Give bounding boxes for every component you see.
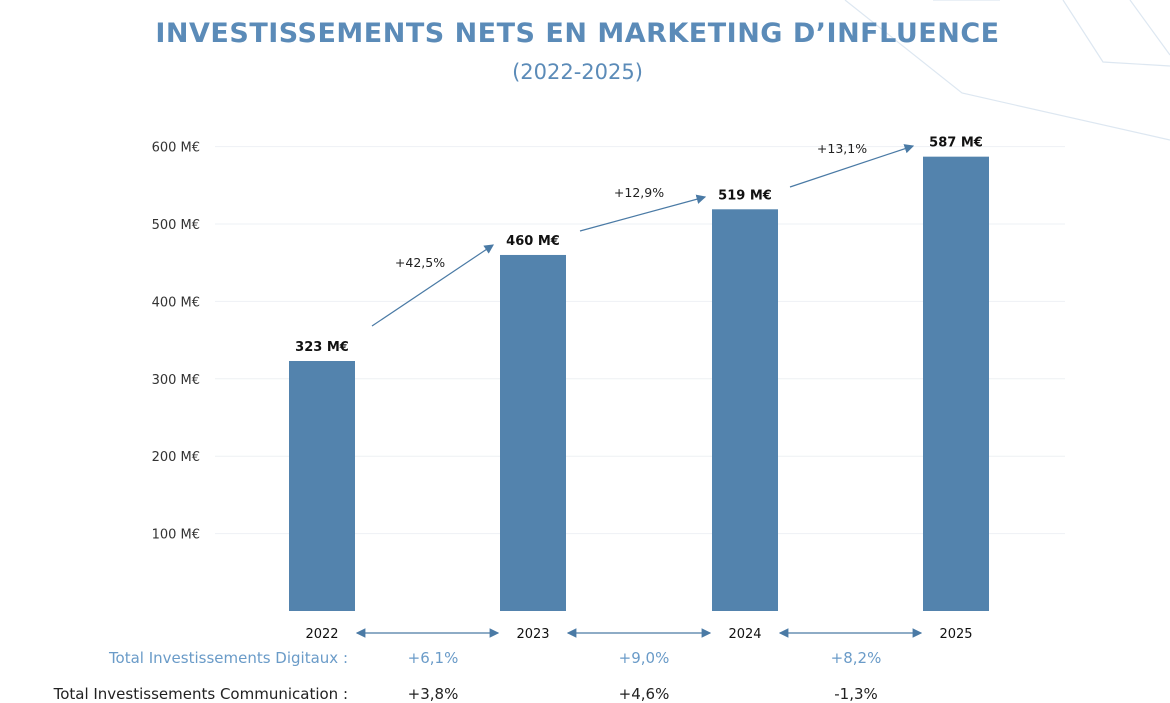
y-tick-label: 200 M€	[152, 450, 200, 465]
chart-subtitle: (2022-2025)	[512, 60, 643, 84]
communication-value: +3,8%	[407, 685, 459, 703]
x-tick-label: 2023	[516, 627, 549, 642]
data-label: 460 M€	[506, 234, 560, 249]
x-tick-label: 2024	[728, 627, 761, 642]
y-tick-label: 500 M€	[152, 218, 200, 233]
background-decoration	[844, 0, 1170, 141]
communication-value: +4,6%	[618, 685, 670, 703]
data-label: 587 M€	[929, 136, 983, 151]
digital-value: +9,0%	[618, 649, 670, 667]
chart-title: INVESTISSEMENTS NETS EN MARKETING D’INFL…	[155, 18, 1000, 49]
bar-2025	[923, 156, 989, 612]
bar-2022	[289, 360, 355, 611]
growth-arrow	[371, 244, 494, 327]
growth-label: +13,1%	[817, 141, 867, 156]
digital-label: Total Investissements Digitaux :	[108, 649, 348, 667]
y-tick-label: 400 M€	[152, 295, 200, 310]
y-tick-label: 600 M€	[152, 141, 200, 156]
growth-arrow	[579, 194, 707, 232]
communication-label: Total Investissements Communication :	[53, 685, 348, 703]
growth-label: +12,9%	[614, 185, 664, 200]
x-tick-label: 2022	[305, 627, 338, 642]
data-label: 323 M€	[295, 340, 349, 355]
digital-value: +8,2%	[830, 649, 882, 667]
communication-value: -1,3%	[834, 685, 878, 703]
x-tick-label: 2025	[939, 627, 972, 642]
digital-value: +6,1%	[407, 649, 459, 667]
y-tick-label: 300 M€	[152, 373, 200, 388]
y-tick-label: 100 M€	[152, 528, 200, 543]
data-label: 519 M€	[718, 188, 772, 203]
growth-arrow	[789, 144, 915, 188]
bar-2024	[712, 209, 778, 611]
growth-label: +42,5%	[395, 255, 445, 270]
bar-2023	[500, 254, 566, 611]
